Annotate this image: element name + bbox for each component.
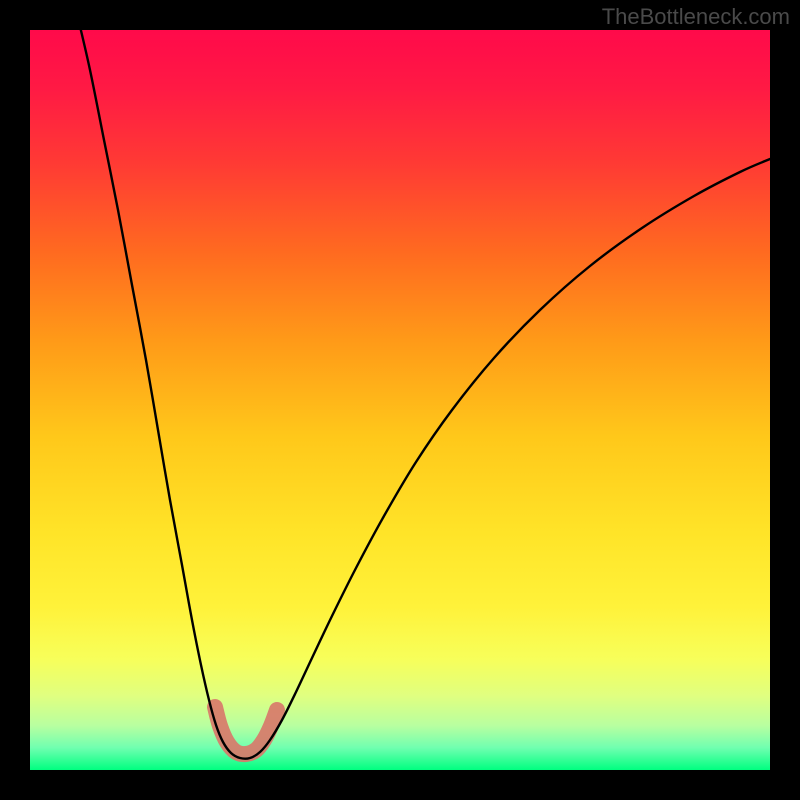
bottleneck-chart: TheBottleneck.com xyxy=(0,0,800,800)
watermark-text: TheBottleneck.com xyxy=(602,4,790,29)
plot-background xyxy=(30,30,770,770)
